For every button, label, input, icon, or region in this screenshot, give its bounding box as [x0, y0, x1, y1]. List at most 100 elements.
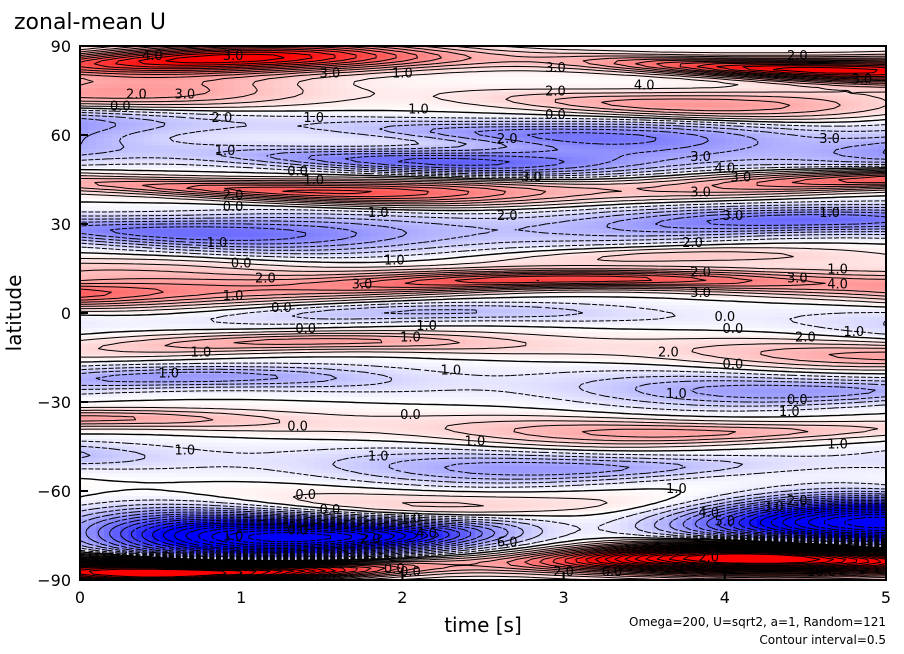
heat-cell: [104, 450, 113, 455]
heat-cell: [80, 328, 89, 333]
heat-cell: [192, 133, 202, 139]
heat-cell: [144, 213, 154, 219]
heat-cell: [144, 145, 154, 150]
heat-cell: [168, 354, 178, 360]
heat-cell: [120, 335, 129, 341]
heat-cell: [354, 427, 363, 432]
heat-cell: [265, 221, 275, 226]
heat-cell: [136, 206, 146, 211]
heat-cell: [80, 534, 89, 539]
heat-cell: [305, 137, 315, 142]
heat-cell: [321, 488, 331, 493]
heat-cell: [305, 236, 315, 242]
heat-cell: [249, 129, 258, 135]
heat-cell: [273, 477, 283, 482]
heat-cell: [104, 259, 113, 265]
heat-cell: [104, 454, 113, 459]
heat-cell: [144, 148, 154, 154]
heat-cell: [249, 469, 258, 474]
heat-cell: [96, 484, 105, 490]
heat-cell: [192, 457, 202, 463]
heat-cell: [281, 381, 291, 387]
heat-cell: [128, 80, 138, 85]
heat-cell: [104, 526, 113, 532]
heat-cell: [337, 374, 347, 379]
heat-cell: [168, 435, 178, 440]
heat-cell: [128, 526, 138, 532]
heat-cell: [96, 87, 105, 93]
heat-cell: [144, 65, 154, 70]
heat-cell: [265, 400, 275, 406]
heat-cell: [200, 339, 210, 345]
heat-cell: [112, 484, 121, 490]
heat-cell: [152, 129, 162, 135]
heat-cell: [184, 145, 194, 150]
heat-cell: [208, 374, 218, 379]
heat-cell: [136, 419, 146, 425]
heat-cell: [249, 133, 258, 139]
heat-cell: [128, 118, 138, 123]
heat-cell: [289, 442, 299, 448]
heat-cell: [305, 133, 315, 139]
heat-cell: [112, 499, 121, 505]
heat-cell: [96, 274, 105, 280]
heat-cell: [112, 122, 121, 127]
heat-cell: [217, 469, 226, 474]
heat-cell: [337, 240, 347, 245]
heat-cell: [168, 362, 178, 367]
heat-cell: [313, 408, 323, 413]
heat-cell: [96, 457, 105, 463]
heat-cell: [257, 293, 266, 299]
heat-cell: [128, 499, 138, 505]
heat-cell: [104, 229, 113, 234]
heat-cell: [160, 145, 170, 150]
heat-cell: [200, 450, 210, 455]
heat-cell: [217, 461, 226, 467]
heat-cell: [104, 271, 113, 276]
heat-cell: [176, 267, 186, 272]
heat-cell: [136, 225, 146, 230]
heat-cell: [217, 229, 226, 234]
heat-cell: [120, 175, 129, 181]
heat-cell: [104, 496, 113, 501]
heat-cell: [128, 122, 138, 127]
heat-cell: [120, 68, 129, 74]
heat-cell: [241, 248, 250, 253]
heat-cell: [160, 400, 170, 406]
heat-cell: [168, 267, 178, 272]
heat-cell: [200, 438, 210, 444]
heat-cell: [257, 152, 266, 158]
heat-cell: [80, 198, 89, 203]
heat-cell: [128, 301, 138, 306]
heat-cell: [144, 263, 154, 268]
heat-cell: [362, 248, 371, 253]
heat-cell: [184, 148, 194, 154]
heat-cell: [241, 370, 250, 375]
heat-cell: [168, 240, 178, 245]
heat-cell: [289, 137, 299, 142]
heat-cell: [273, 221, 283, 226]
heat-cell: [128, 389, 138, 394]
heat-cell: [120, 446, 129, 451]
heat-cell: [152, 538, 162, 543]
heat-cell: [104, 404, 113, 409]
heat-cell: [104, 515, 113, 520]
heat-cell: [329, 374, 339, 379]
heat-cell: [289, 404, 299, 409]
heat-cell: [168, 324, 178, 329]
heat-cell: [160, 236, 170, 242]
heat-cell: [329, 404, 339, 409]
heat-cell: [257, 446, 266, 451]
heat-cell: [257, 385, 266, 390]
heat-cell: [160, 492, 170, 497]
heat-cell: [80, 156, 89, 162]
heat-cell: [136, 438, 146, 444]
heat-cell: [321, 95, 331, 100]
heat-cell: [313, 461, 323, 467]
heat-cell: [168, 313, 178, 318]
heat-cell: [362, 313, 371, 318]
heat-cell: [144, 255, 154, 261]
heat-cell: [112, 263, 121, 268]
heat-cell: [104, 198, 113, 203]
heat-cell: [136, 568, 146, 573]
